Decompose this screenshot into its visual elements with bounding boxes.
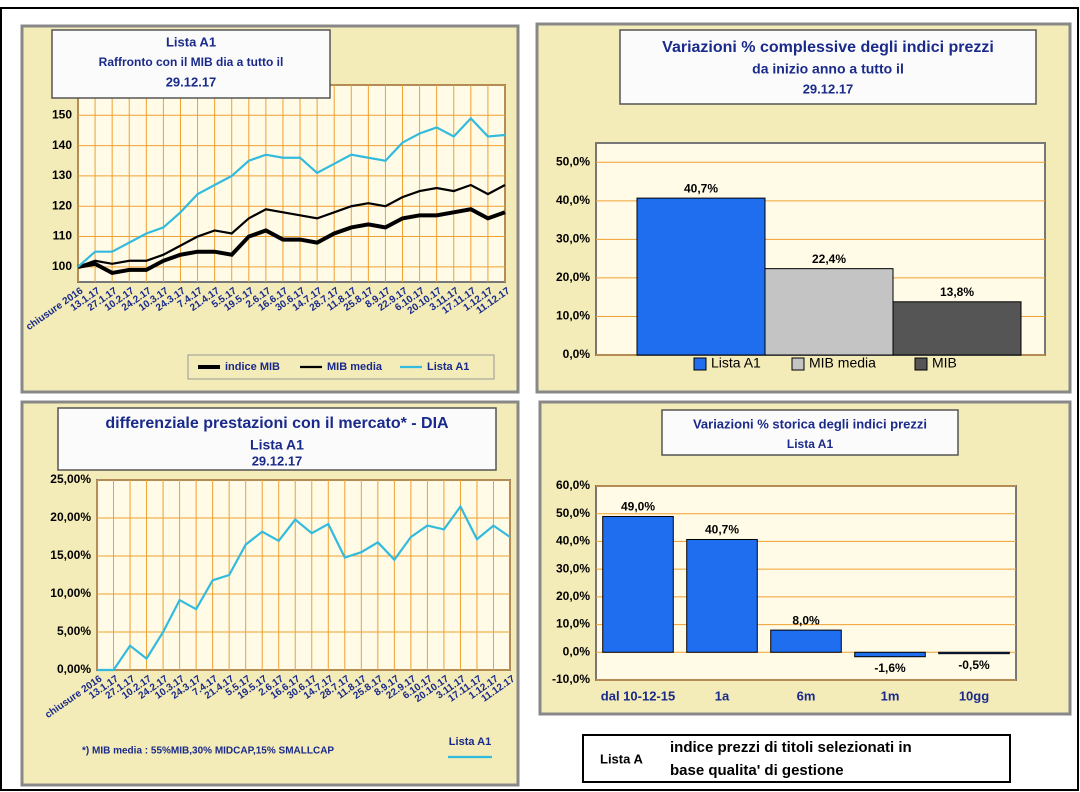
value-label: 8,0%	[792, 613, 820, 627]
value-label: 40,7%	[684, 181, 718, 195]
charts: 100110120130140150160chiusure 201613.1.1…	[24, 29, 1046, 759]
chart-subtitle: Lista A1	[787, 437, 834, 451]
x-tick-label: 1m	[881, 688, 900, 703]
title-box	[661, 409, 959, 456]
y-tick-label: 100	[52, 259, 72, 273]
legend-label: MIB	[932, 355, 957, 371]
y-tick-label: 110	[53, 229, 73, 243]
footer-label: Lista A	[600, 751, 643, 766]
y-tick-label: 150	[52, 107, 72, 121]
series-line	[77, 116, 506, 268]
title-box	[51, 29, 331, 99]
bar	[938, 651, 1010, 655]
legend-label: Lista A1	[427, 361, 469, 373]
y-tick-label: -10,0%	[552, 672, 590, 686]
y-tick-label: 140	[52, 138, 72, 152]
bar	[686, 538, 758, 653]
bar	[602, 515, 674, 653]
y-tick-label: 40,0%	[556, 534, 590, 548]
chart-subtitle: Raffronto con il MIB dia a tutto il	[99, 55, 284, 69]
x-tick-label: dal 10-12-15	[601, 688, 675, 703]
chart-subtitle: da inizio anno a tutto il	[752, 61, 904, 77]
x-tick-label: 6m	[797, 688, 816, 703]
title-box	[619, 29, 1037, 105]
legend-box	[187, 354, 495, 380]
legend-swatch	[914, 357, 928, 371]
y-tick-label: 10,0%	[556, 309, 590, 323]
y-tick-label: 50,0%	[556, 154, 590, 168]
legend-label: MIB media	[809, 355, 876, 371]
series-line	[97, 504, 511, 672]
legend-label: Lista A1	[711, 355, 761, 371]
y-tick-label: 0,0%	[563, 644, 591, 658]
value-label: -1,6%	[874, 661, 906, 675]
y-tick-label: 25,00%	[50, 472, 91, 486]
y-tick-label: 0,00%	[57, 662, 91, 676]
legend-label: Lista A1	[449, 736, 491, 748]
y-tick-label: 120	[52, 198, 72, 212]
y-tick-label: 130	[52, 168, 72, 182]
y-tick-label: 5,00%	[57, 624, 91, 638]
chart-subtitle: Lista A1	[250, 437, 304, 453]
plot-area	[96, 479, 511, 671]
y-tick-label: 10,0%	[556, 617, 590, 631]
title-box	[57, 407, 497, 471]
plot-area	[77, 84, 506, 283]
value-label: -0,5%	[958, 658, 990, 672]
legend-swatch	[693, 357, 707, 371]
bar	[770, 629, 842, 653]
bar	[636, 197, 766, 356]
legend-label: indice MIB	[225, 361, 280, 373]
chart-date: 29.12.17	[803, 81, 854, 96]
x-tick-label: 10gg	[959, 688, 989, 703]
footer-text: base qualita' di gestione	[670, 762, 844, 779]
y-tick-label: 30,0%	[556, 561, 590, 575]
legend-swatch	[791, 357, 805, 371]
y-tick-label: 20,0%	[556, 589, 590, 603]
note: *) MIB media : 55%MIB,30% MIDCAP,15% SMA…	[82, 746, 334, 757]
y-tick-label: 50,0%	[556, 506, 590, 520]
bar	[764, 268, 894, 356]
chart-title: Lista A1	[166, 34, 216, 49]
series-line	[77, 207, 506, 275]
value-label: 22,4%	[812, 252, 846, 266]
y-tick-label: 0,0%	[563, 347, 591, 361]
value-label: 13,8%	[940, 285, 974, 299]
series-line	[77, 183, 506, 268]
value-label: 49,0%	[621, 500, 655, 514]
footer-text: indice prezzi di titoli selezionati in	[670, 739, 912, 756]
bar	[892, 301, 1022, 356]
chart-date: 29.12.17	[252, 453, 303, 468]
y-tick-label: 30,0%	[556, 232, 590, 246]
chart-title: Variazioni % complessive degli indici pr…	[662, 39, 994, 56]
value-label: 40,7%	[705, 523, 739, 537]
bar	[854, 651, 926, 658]
x-tick-label: 1a	[715, 688, 730, 703]
footer-box	[582, 734, 1011, 783]
y-tick-label: 20,0%	[556, 270, 590, 284]
legend-label: MIB media	[327, 361, 383, 373]
y-tick-label: 20,00%	[50, 510, 91, 524]
y-tick-label: 40,0%	[556, 193, 590, 207]
y-tick-label: 15,00%	[50, 548, 91, 562]
y-tick-label: 60,0%	[556, 478, 590, 492]
chart-title: Variazioni % storica degli indici prezzi	[693, 416, 927, 431]
y-tick-label: 10,00%	[50, 586, 91, 600]
chart-title: differenziale prestazioni con il mercato…	[105, 415, 449, 432]
chart-date: 29.12.17	[166, 74, 217, 89]
